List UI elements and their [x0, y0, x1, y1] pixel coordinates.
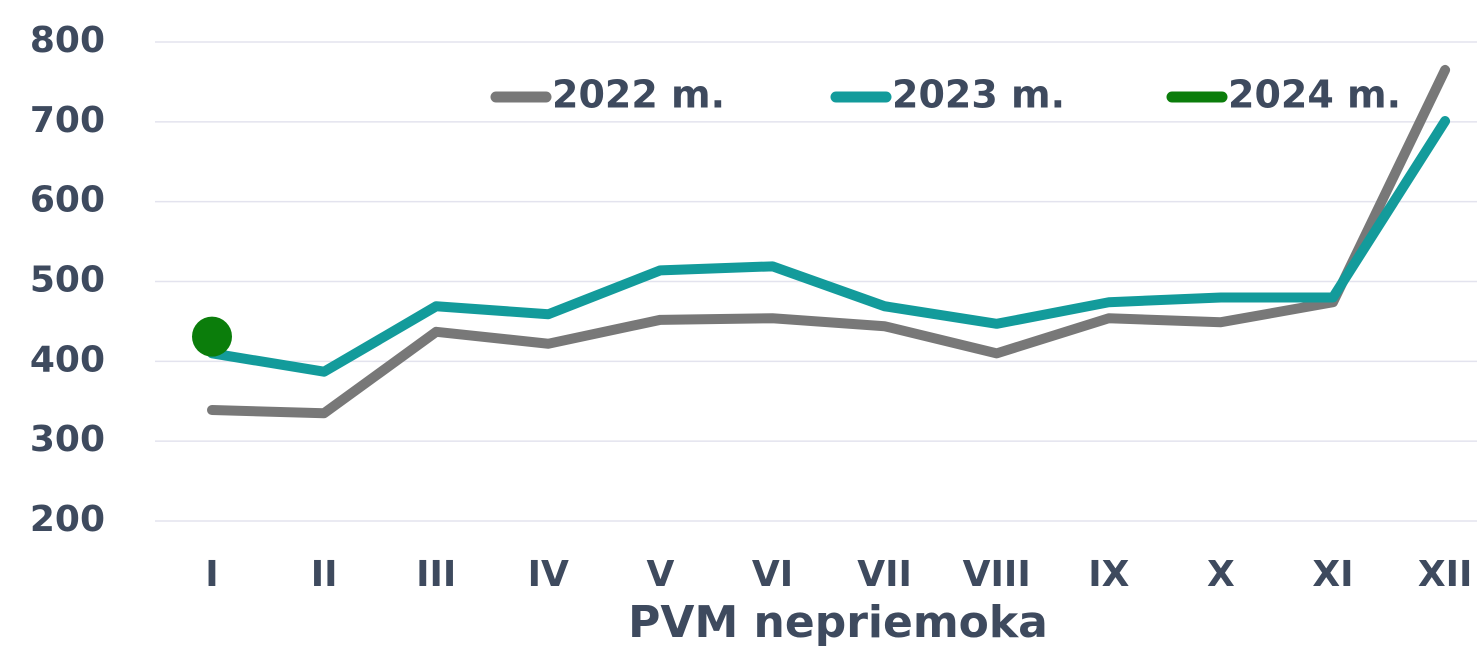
legend-label: 2022 m.	[552, 73, 725, 117]
line-marker	[192, 316, 232, 357]
y-tick-label: 500	[30, 260, 105, 301]
y-tick-label: 300	[30, 419, 105, 460]
x-tick-label: III	[416, 554, 456, 595]
x-tick-label: I	[205, 554, 218, 595]
x-tick-label: X	[1207, 554, 1235, 595]
x-tick-label: VI	[752, 554, 793, 595]
x-tick-label: VII	[857, 554, 912, 595]
x-tick-label: XII	[1418, 554, 1473, 595]
line-series	[207, 64, 1451, 419]
y-tick-label: 400	[30, 339, 105, 380]
legend-label: 2023 m.	[892, 73, 1065, 117]
x-tick-label: IX	[1088, 554, 1129, 595]
y-tick-label: 200	[30, 499, 105, 540]
line-series	[207, 116, 1451, 377]
x-axis-label: PVM nepriemoka	[628, 597, 1048, 646]
y-tick-label: 600	[30, 180, 105, 221]
y-tick-label: 800	[30, 20, 105, 61]
x-tick-label: VIII	[963, 554, 1031, 595]
x-tick-label: XI	[1312, 554, 1353, 595]
x-tick-label: V	[646, 554, 674, 595]
y-tick-label: 700	[30, 100, 105, 141]
x-tick-label: II	[311, 554, 338, 595]
legend-label: 2024 m.	[1228, 73, 1401, 117]
x-tick-label: IV	[528, 554, 569, 595]
